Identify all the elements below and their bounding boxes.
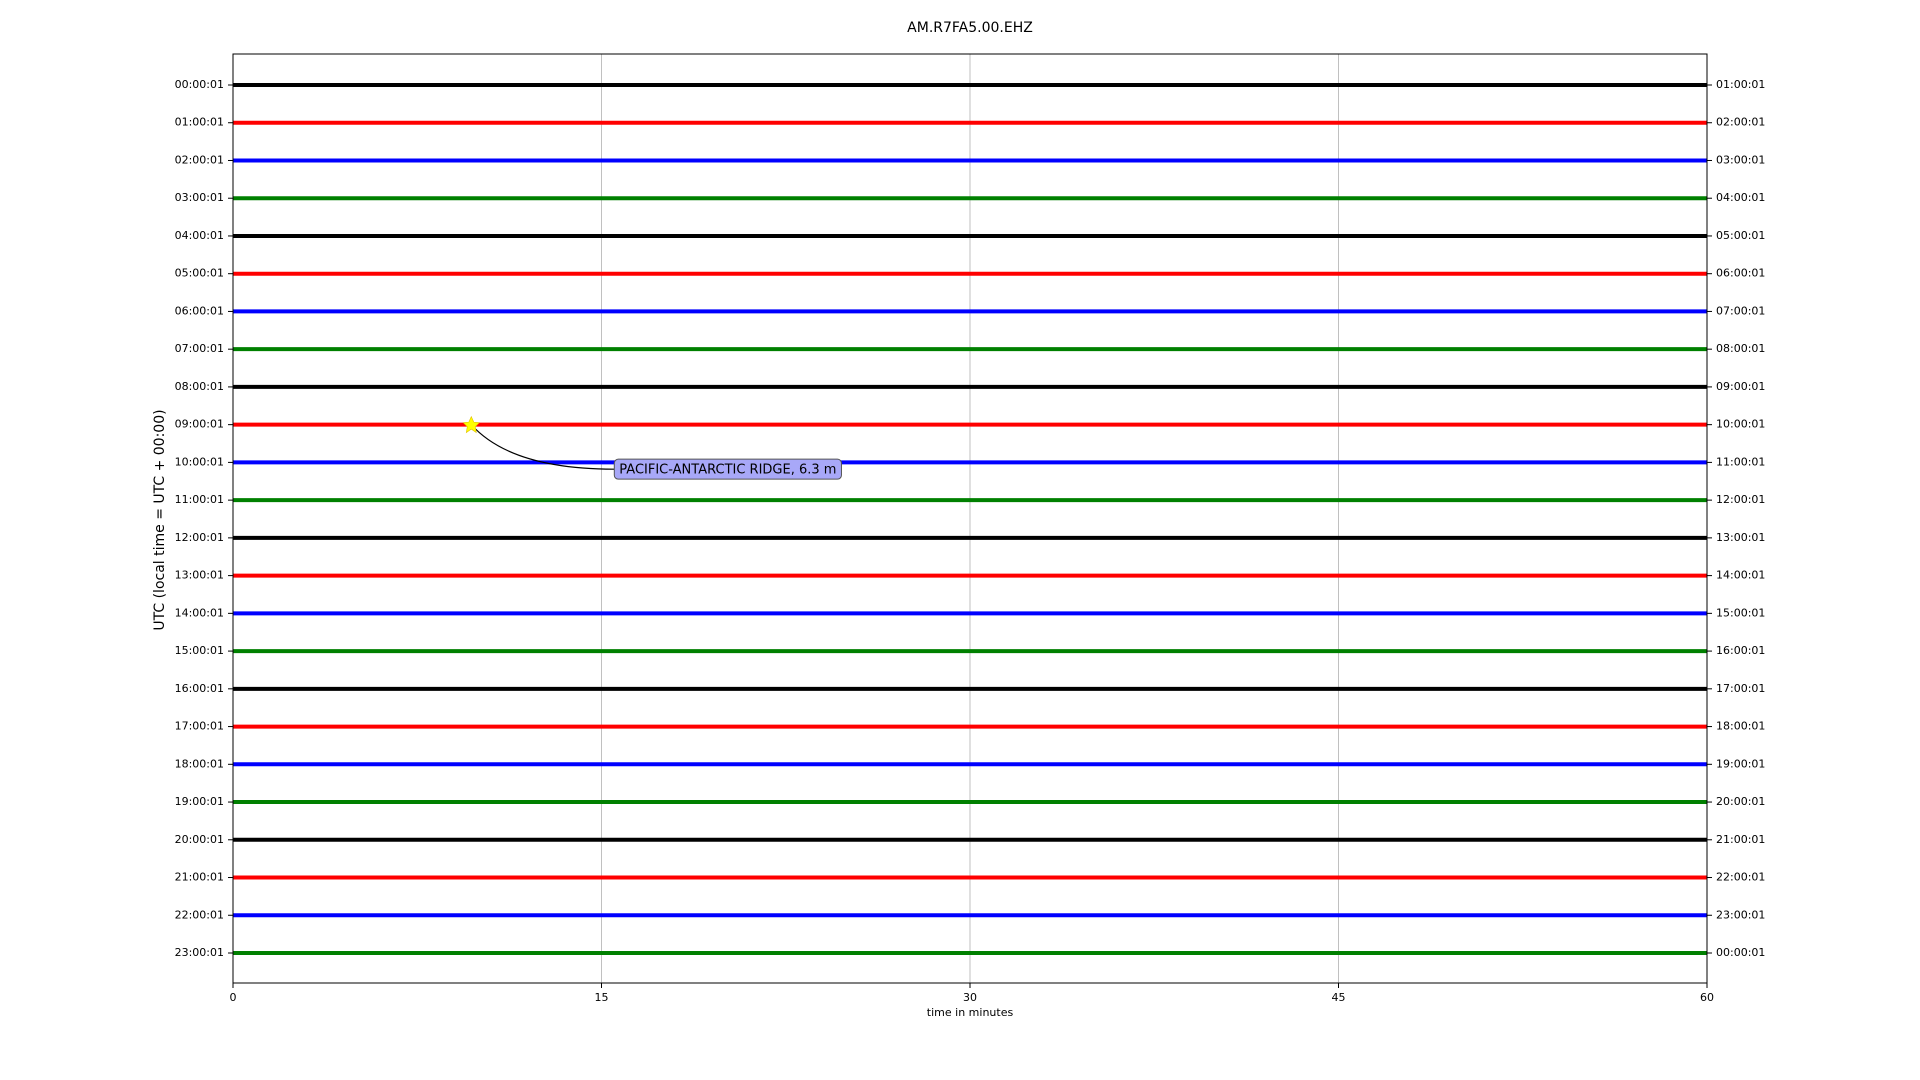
y-tick-label: 02:00:01	[175, 153, 224, 166]
x-tick-label: 0	[230, 991, 237, 1004]
y-tick-label: 05:00:01	[175, 267, 224, 280]
chart-title: AM.R7FA5.00.EHZ	[907, 20, 1033, 36]
y-tick-label: 18:00:01	[175, 757, 224, 770]
y-tick-label-right: 14:00:01	[1716, 569, 1765, 582]
y-tick-label-right: 05:00:01	[1716, 229, 1765, 242]
annotation-label: PACIFIC-ANTARCTIC RIDGE, 6.3 m	[619, 463, 836, 478]
y-tick-label: 17:00:01	[175, 720, 224, 733]
y-tick-label: 19:00:01	[175, 795, 224, 808]
y-tick-label-right: 03:00:01	[1716, 153, 1765, 166]
y-axis-label: UTC (local time = UTC + 00:00)	[152, 409, 168, 630]
y-tick-label-right: 15:00:01	[1716, 606, 1765, 619]
y-tick-label: 16:00:01	[175, 682, 224, 695]
y-tick-label-right: 04:00:01	[1716, 191, 1765, 204]
y-tick-label: 03:00:01	[175, 191, 224, 204]
y-tick-label-right: 21:00:01	[1716, 833, 1765, 846]
plot-frame	[232, 53, 1708, 984]
y-tick-label: 01:00:01	[175, 116, 224, 129]
y-tick-label-right: 11:00:01	[1716, 455, 1765, 468]
y-tick-label-right: 17:00:01	[1716, 682, 1765, 695]
x-tick-label: 30	[963, 991, 977, 1004]
y-tick-label: 23:00:01	[175, 946, 224, 959]
x-tick-label: 15	[595, 991, 609, 1004]
y-tick-label: 21:00:01	[175, 871, 224, 884]
y-tick-label-right: 10:00:01	[1716, 418, 1765, 431]
y-tick-label-right: 08:00:01	[1716, 342, 1765, 355]
y-tick-label-right: 22:00:01	[1716, 871, 1765, 884]
y-tick-label: 08:00:01	[175, 380, 224, 393]
y-tick-label-right: 18:00:01	[1716, 720, 1765, 733]
y-tick-label: 10:00:01	[175, 455, 224, 468]
x-tick-label: 45	[1332, 991, 1346, 1004]
y-tick-label: 14:00:01	[175, 606, 224, 619]
y-tick-label: 04:00:01	[175, 229, 224, 242]
y-tick-label: 00:00:01	[175, 78, 224, 91]
x-tick-label: 60	[1700, 991, 1714, 1004]
annotation-box	[613, 458, 842, 480]
y-tick-label-right: 12:00:01	[1716, 493, 1765, 506]
y-tick-label: 20:00:01	[175, 833, 224, 846]
event-star	[462, 415, 480, 434]
y-tick-label-right: 19:00:01	[1716, 757, 1765, 770]
y-tick-label: 12:00:01	[175, 531, 224, 544]
y-tick-label: 13:00:01	[175, 569, 224, 582]
x-axis-label: time in minutes	[927, 1006, 1014, 1019]
y-tick-label: 22:00:01	[175, 908, 224, 921]
y-tick-label: 07:00:01	[175, 342, 224, 355]
y-tick-label-right: 20:00:01	[1716, 795, 1765, 808]
y-tick-label: 11:00:01	[175, 493, 224, 506]
y-tick-label-right: 07:00:01	[1716, 304, 1765, 317]
y-tick-label-right: 13:00:01	[1716, 531, 1765, 544]
y-tick-label-right: 06:00:01	[1716, 267, 1765, 280]
y-tick-label: 15:00:01	[175, 644, 224, 657]
y-tick-label-right: 02:00:01	[1716, 116, 1765, 129]
y-tick-label: 06:00:01	[175, 304, 224, 317]
y-tick-label-right: 00:00:01	[1716, 946, 1765, 959]
y-tick-label-right: 16:00:01	[1716, 644, 1765, 657]
y-tick-label: 09:00:01	[175, 418, 224, 431]
y-tick-label-right: 23:00:01	[1716, 908, 1765, 921]
annotation-arrow	[470, 424, 615, 470]
y-tick-label-right: 09:00:01	[1716, 380, 1765, 393]
y-tick-label-right: 01:00:01	[1716, 78, 1765, 91]
